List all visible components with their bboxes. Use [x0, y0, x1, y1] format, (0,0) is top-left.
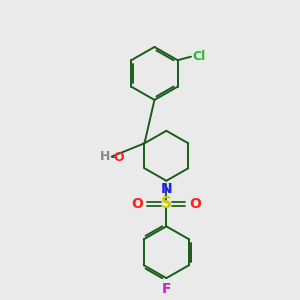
Text: O: O	[113, 151, 124, 164]
Text: S: S	[161, 196, 172, 211]
Text: O: O	[190, 197, 201, 211]
Text: F: F	[162, 282, 171, 296]
Text: N: N	[160, 182, 172, 196]
Text: O: O	[131, 197, 143, 211]
Text: H: H	[100, 150, 110, 163]
Text: -: -	[111, 151, 115, 164]
Text: Cl: Cl	[193, 50, 206, 63]
